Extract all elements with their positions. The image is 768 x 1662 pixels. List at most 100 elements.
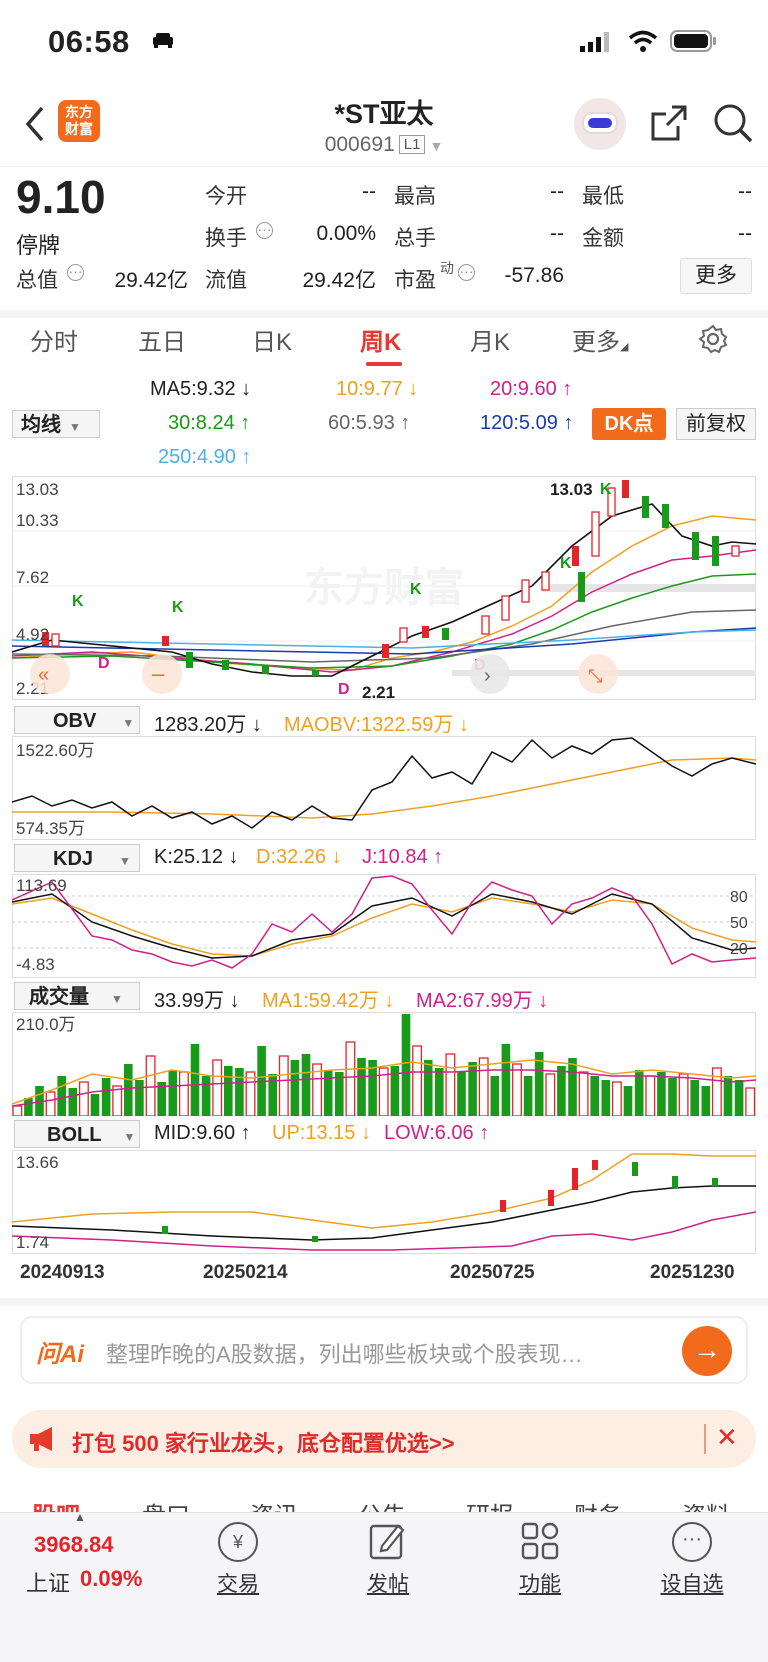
volume-bar xyxy=(178,1071,189,1116)
volume-bar xyxy=(490,1076,500,1116)
volume-bar xyxy=(701,1086,711,1116)
dropdown-icon: ▼ xyxy=(69,420,81,434)
search-icon[interactable] xyxy=(712,102,754,144)
tab-more[interactable]: 更多◢ xyxy=(572,329,629,356)
k-marker: K xyxy=(600,481,612,498)
trade-yen-icon[interactable]: ¥ xyxy=(218,1522,258,1562)
dropdown-icon: ▼ xyxy=(123,1130,136,1144)
tab-weekly-k[interactable]: 周K xyxy=(360,329,402,356)
volume-bar xyxy=(690,1080,699,1116)
volume-bar xyxy=(323,1070,333,1116)
subtab-research[interactable]: 研报 xyxy=(466,1496,514,1512)
volume-bar xyxy=(645,1075,656,1116)
stock-title[interactable]: *ST亚太 xyxy=(334,99,434,129)
volume-bar xyxy=(235,1068,244,1116)
obv-y-top: 1522.60万 xyxy=(16,741,94,760)
turnover-value: 0.00% xyxy=(316,222,376,245)
ask-ai-placeholder[interactable]: 整理昨晚的A股数据，列出哪些板块或个股表现… xyxy=(106,1342,583,1367)
date-label: 20250725 xyxy=(450,1262,535,1283)
signal-icon xyxy=(580,32,609,52)
index-value[interactable]: 3968.84 xyxy=(34,1532,114,1557)
obv-chart[interactable]: 1522.60万 574.35万 xyxy=(12,736,756,840)
k-marker: K xyxy=(560,555,572,572)
stock-code-row[interactable]: 000691 L1 ▼ xyxy=(0,133,768,157)
volume-bar xyxy=(711,1067,722,1116)
kdj-d-value: D:32.26 ↓ xyxy=(256,846,342,868)
volume-selector[interactable]: 成交量 ▼ xyxy=(14,982,140,1010)
adjust-mode-button[interactable]: 前复权 xyxy=(676,408,756,440)
tab-daily-k[interactable]: 日K xyxy=(252,329,293,356)
boll-low: LOW:6.06 ↑ xyxy=(384,1122,490,1144)
volume-label: 总手 xyxy=(394,227,436,250)
bottom-trade[interactable]: 交易 xyxy=(217,1573,259,1596)
obv-selector[interactable]: OBV ▼ xyxy=(14,706,140,734)
volume-bar xyxy=(734,1080,744,1116)
info-icon[interactable]: ··· xyxy=(458,263,475,281)
k-marker: K xyxy=(410,581,422,598)
share-icon[interactable] xyxy=(650,104,688,142)
content-subtabs: 股吧 盘口 资讯 公告 研报 财务 资料 xyxy=(0,1488,768,1512)
info-icon[interactable]: ··· xyxy=(256,221,273,239)
boll-chart[interactable]: 13.66 1.74 xyxy=(12,1150,756,1254)
volume-bar xyxy=(611,1081,622,1116)
kdj-chart[interactable]: 113.69 -4.83 80 50 20 xyxy=(12,874,756,978)
bottom-add-watchlist[interactable]: 设自选 xyxy=(660,1573,724,1596)
subtab-news[interactable]: 资讯 xyxy=(250,1496,298,1512)
volume-bar xyxy=(590,1076,599,1116)
subtab-finance[interactable]: 财务 xyxy=(574,1496,622,1512)
boll-y-bottom: 1.74 xyxy=(16,1233,49,1252)
volume-bar xyxy=(401,1014,411,1116)
volume-bar xyxy=(512,1063,522,1116)
bottom-functions[interactable]: 功能 xyxy=(519,1573,561,1596)
subtab-profile[interactable]: 资料 xyxy=(682,1496,730,1512)
volume-ma1: MA1:59.42万 ↓ xyxy=(262,990,395,1012)
send-arrow-icon[interactable]: → xyxy=(682,1326,732,1376)
promo-banner[interactable] xyxy=(12,1410,756,1468)
kdj-selector[interactable]: KDJ ▼ xyxy=(14,844,140,872)
close-icon[interactable]: ✕ xyxy=(716,1422,738,1452)
index-change: 0.09% xyxy=(80,1566,143,1591)
y-label-max: 13.03 xyxy=(16,480,59,499)
volume-bar xyxy=(445,1053,456,1116)
assistant-robot-icon[interactable] xyxy=(574,98,626,150)
tab-intraday[interactable]: 分时 xyxy=(30,329,78,356)
post-edit-icon[interactable] xyxy=(368,1520,408,1562)
volume-chart[interactable]: 210.0万 xyxy=(12,1012,756,1116)
subtab-announcements[interactable]: 公告 xyxy=(358,1496,406,1512)
subtab-guba[interactable]: 股吧 xyxy=(32,1496,80,1512)
volume-bar xyxy=(634,1070,644,1116)
kdj-y-bottom: -4.83 xyxy=(16,955,55,974)
volume-bar xyxy=(224,1066,233,1116)
volume-bar xyxy=(57,1076,66,1116)
volume-bar xyxy=(112,1085,123,1116)
back-icon[interactable] xyxy=(24,106,46,142)
promo-text[interactable]: 打包 500 家行业龙头，底仓配置优选>> xyxy=(72,1431,455,1456)
high-label: 最高 xyxy=(394,185,436,208)
y-label: 7.62 xyxy=(16,568,49,587)
volume-bar xyxy=(124,1064,133,1116)
settings-gear-icon[interactable] xyxy=(698,324,728,354)
volume-bar xyxy=(35,1086,44,1116)
more-dots-icon[interactable]: ··· xyxy=(672,1522,712,1562)
y-label: 10.33 xyxy=(16,511,59,530)
boll-selector[interactable]: BOLL ▼ xyxy=(14,1120,140,1148)
pe-value: -57.86 xyxy=(504,264,564,287)
tab-monthly-k[interactable]: 月K xyxy=(470,329,511,356)
maobv-value: MAOBV:1322.59万 ↓ xyxy=(284,714,469,736)
more-button[interactable]: 更多 xyxy=(680,258,752,294)
dropdown-icon: ▼ xyxy=(119,854,131,868)
bottom-post[interactable]: 发帖 xyxy=(367,1573,409,1596)
tab-underline xyxy=(366,362,402,366)
subtab-pankou[interactable]: 盘口 xyxy=(142,1496,190,1512)
dk-point-button[interactable]: DK点 xyxy=(592,408,666,440)
index-name[interactable]: 上证 xyxy=(26,1571,71,1596)
info-icon[interactable]: ··· xyxy=(67,263,84,281)
eastmoney-logo[interactable]: 东方 财富 xyxy=(58,100,100,142)
volume-bar xyxy=(623,1086,633,1116)
ask-ai-box[interactable] xyxy=(20,1316,748,1384)
kline-chart[interactable]: 东方财富 K K K K K D D D 13.03 10.33 7.62 4.… xyxy=(12,476,756,700)
ma-selector[interactable]: 均线 ▼ xyxy=(12,410,100,438)
volume-bar xyxy=(578,1071,589,1116)
functions-grid-icon[interactable] xyxy=(520,1520,560,1562)
tab-five-day[interactable]: 五日 xyxy=(138,329,186,356)
